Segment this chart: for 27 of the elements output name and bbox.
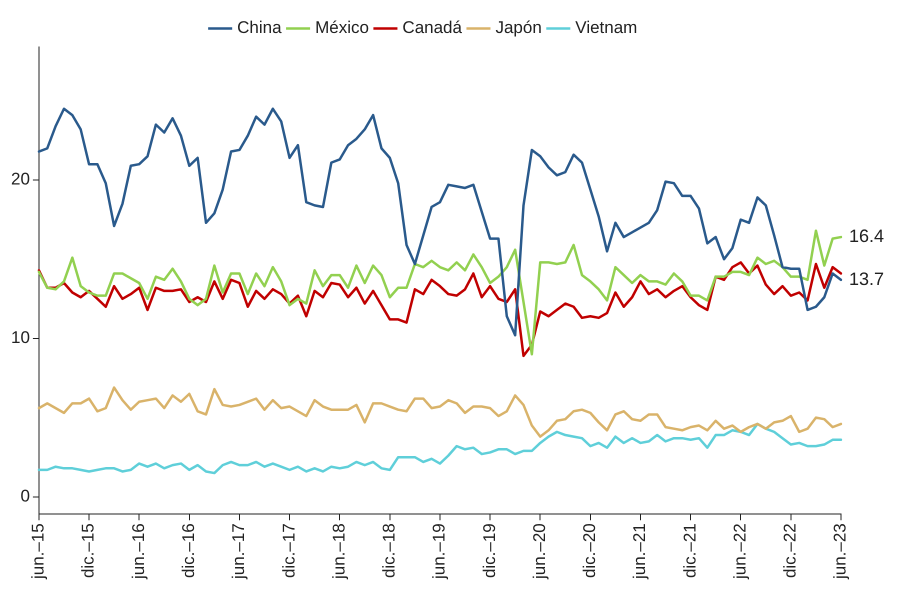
x-tick-label: jun.–19 [430, 523, 449, 580]
x-tick-label: jun.–18 [329, 523, 348, 580]
x-tick-label: dic.–15 [78, 523, 98, 578]
x-tick-label: dic.–20 [580, 523, 600, 578]
data-label: 13.7 [849, 268, 884, 289]
legend-label: Vietnam [575, 18, 638, 38]
data-label: 16.4 [849, 226, 884, 246]
x-tick-label: dic.–22 [780, 523, 800, 578]
y-tick-label: 10 [10, 328, 30, 348]
x-tick-label: jun.–17 [229, 523, 248, 580]
y-tick-label: 0 [20, 486, 30, 506]
x-tick-label: dic.–16 [178, 523, 198, 578]
x-tick-label: dic.–21 [680, 523, 700, 578]
x-tick-label: jun.–15 [28, 523, 48, 580]
x-tick-label: jun.–20 [530, 523, 549, 580]
y-tick-label: 20 [10, 170, 30, 189]
x-tick-label: dic.–19 [480, 523, 499, 578]
x-tick-label: jun.–16 [128, 523, 148, 580]
x-tick-label: jun.–23 [830, 523, 850, 580]
legend-label: Canadá [402, 18, 463, 38]
legend-label: China [237, 18, 282, 38]
legend-label: México [315, 18, 369, 38]
x-tick-label: dic.–18 [380, 523, 399, 578]
x-tick-label: dic.–17 [279, 523, 298, 578]
x-tick-label: jun.–21 [630, 523, 650, 580]
x-tick-label: jun.–22 [730, 523, 750, 580]
legend-label: Japón [495, 18, 542, 38]
